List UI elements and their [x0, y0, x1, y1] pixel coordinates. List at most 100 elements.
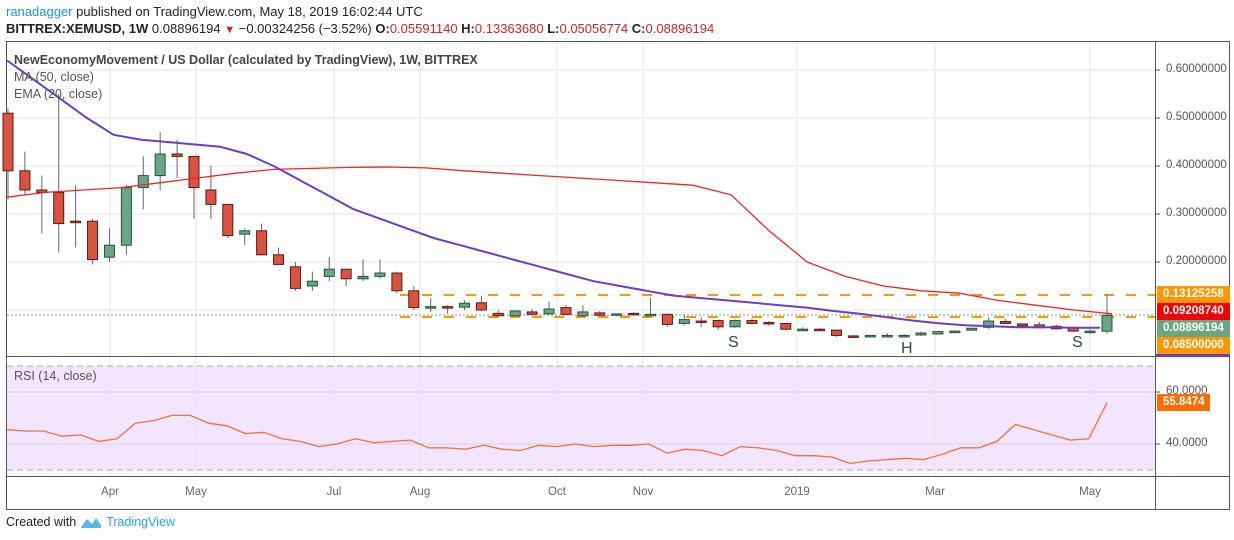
- ema-legend[interactable]: EMA (20, close): [14, 87, 103, 101]
- bearish-candle: [712, 320, 724, 328]
- bearish-candle: [171, 153, 183, 157]
- ma-line: [6, 59, 1100, 329]
- low-label: L:: [547, 21, 560, 36]
- ma-price-tag: [1156, 354, 1229, 357]
- close-label: C:: [631, 21, 646, 36]
- published-text: published on TradingView.com, May 18, 20…: [76, 4, 423, 19]
- rsi-band: [7, 366, 1155, 470]
- high-value: 0.13363680: [474, 21, 544, 36]
- symbol-info: BITTREX:XEMUSD, 1W 0.08896194 ▼ −0.00324…: [6, 21, 714, 36]
- bullish-candle: [543, 308, 555, 315]
- last-price: 0.08896194: [151, 21, 221, 36]
- bullish-candle: [154, 153, 166, 177]
- bearish-candle: [205, 189, 217, 205]
- bullish-candle: [577, 311, 589, 317]
- bearish-candle: [1016, 323, 1028, 327]
- bullish-candle: [120, 187, 132, 246]
- bullish-candle: [611, 313, 623, 316]
- bullish-candle: [323, 268, 335, 277]
- bearish-candle: [526, 311, 538, 315]
- low-value: 0.05056774: [559, 21, 629, 36]
- bearish-candle: [188, 155, 200, 189]
- bearish-candle: [830, 329, 842, 336]
- rsi-tick: 40.0000: [1166, 437, 1208, 449]
- high-label: H:: [461, 21, 475, 36]
- bearish-candle: [442, 306, 454, 309]
- bullish-candle: [915, 332, 927, 336]
- rsi-legend[interactable]: RSI (14, close): [14, 369, 97, 383]
- down-arrow-icon: ▼: [224, 24, 236, 36]
- grid: [7, 42, 1155, 476]
- open-label: O:: [375, 21, 390, 36]
- bearish-candle: [19, 170, 31, 191]
- price-tick: 0.60000000: [1166, 63, 1227, 75]
- tradingview-logo-icon: [81, 518, 102, 528]
- footer: Created with TradingView: [6, 515, 175, 529]
- bearish-candle: [661, 313, 673, 325]
- bearish-candle: [2, 112, 14, 172]
- right-shoulder-label: S: [1072, 334, 1083, 351]
- bullish-candle: [239, 230, 251, 235]
- price-tick: 0.20000000: [1166, 255, 1227, 267]
- bearish-candle: [391, 272, 403, 292]
- price-tick: 0.40000000: [1166, 159, 1227, 171]
- resistance-price-tag: 0.13125258: [1157, 286, 1230, 303]
- bullish-candle: [137, 175, 149, 189]
- left-shoulder-label: S: [728, 334, 739, 351]
- bearish-candle: [408, 290, 420, 309]
- time-label: May: [185, 486, 207, 498]
- ma-legend[interactable]: MA (50, close): [14, 70, 94, 84]
- bullish-candle: [306, 280, 318, 287]
- bullish-candle: [949, 330, 961, 334]
- publish-info: ranadagger published on TradingView.com,…: [6, 4, 423, 19]
- bearish-candle: [70, 220, 82, 224]
- publisher-link[interactable]: ranadagger: [6, 4, 73, 19]
- time-label: May: [1079, 486, 1101, 498]
- bullish-candle: [644, 313, 656, 317]
- open-value: 0.05591140: [389, 21, 458, 36]
- rsi-value-tag: 55.8474: [1157, 394, 1210, 411]
- bullish-candle: [678, 319, 690, 324]
- bullish-candle: [966, 327, 978, 331]
- bullish-candle: [374, 272, 386, 277]
- bearish-candle: [87, 220, 99, 261]
- bullish-candle: [729, 320, 741, 328]
- bearish-candle: [289, 266, 301, 289]
- time-label: 2019: [784, 486, 810, 498]
- bearish-candle: [628, 312, 640, 316]
- time-label: Oct: [548, 486, 566, 498]
- chart-title: NewEconomyMovement / US Dollar (calculat…: [14, 53, 478, 67]
- bullish-candle: [425, 306, 437, 309]
- bearish-candle: [273, 254, 285, 265]
- bullish-candle: [932, 331, 944, 335]
- bearish-candle: [53, 191, 65, 225]
- bearish-candle: [847, 335, 859, 338]
- created-with-text: Created with: [6, 515, 77, 529]
- price-change: −0.00324256 (−3.52%): [238, 21, 372, 36]
- bullish-candle: [509, 310, 521, 317]
- bullish-candle: [459, 302, 471, 308]
- bearish-candle: [763, 321, 775, 325]
- bullish-candle: [881, 334, 893, 338]
- bullish-candle: [1084, 330, 1096, 334]
- tradingview-link[interactable]: TradingView: [106, 515, 175, 529]
- time-label: Jul: [326, 486, 342, 498]
- bearish-candle: [256, 230, 268, 256]
- ema-price-tag: 0.09208740: [1157, 303, 1230, 320]
- bullish-candle: [797, 328, 809, 332]
- axis-ticks: [1155, 69, 1160, 445]
- bearish-candle: [695, 320, 707, 324]
- price-tick: 0.30000000: [1166, 207, 1227, 219]
- bearish-candle: [475, 302, 487, 311]
- last-price-tag: 0.08896194: [1157, 320, 1230, 337]
- bullish-candle: [103, 244, 115, 258]
- bullish-candle: [357, 275, 369, 280]
- bullish-candle: [864, 334, 876, 338]
- bearish-candle: [1000, 321, 1012, 324]
- bullish-candle: [1101, 314, 1113, 332]
- bearish-candle: [340, 268, 352, 280]
- time-label: Aug: [409, 486, 431, 498]
- time-label: Nov: [632, 486, 654, 498]
- bullish-candle: [983, 320, 995, 328]
